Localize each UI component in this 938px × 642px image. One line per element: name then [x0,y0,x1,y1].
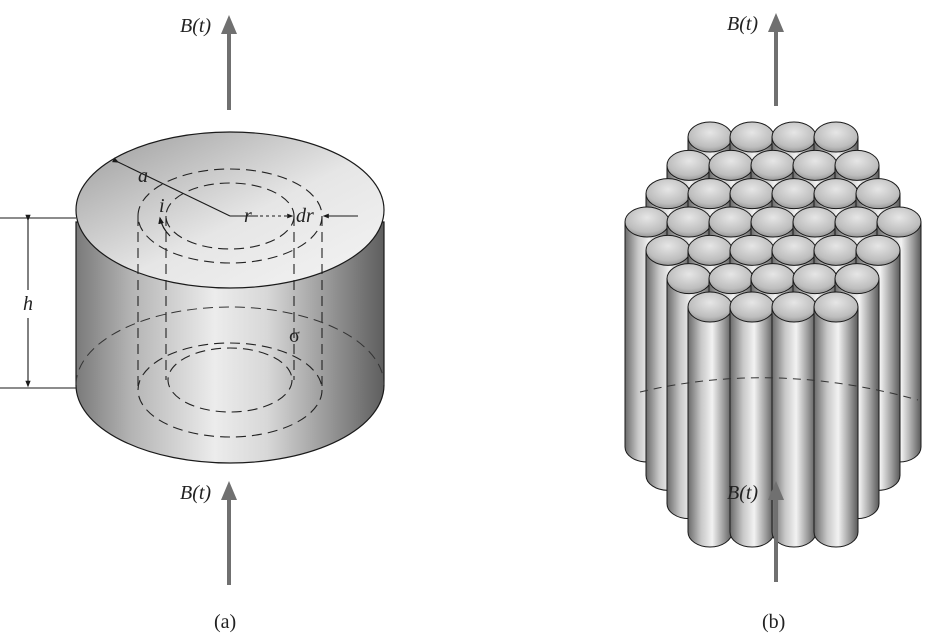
height-label: h [23,293,33,315]
rod [687,291,733,548]
current-label: i [159,195,165,217]
conductivity-label: σ [289,325,300,347]
ring-radius-label: r [244,205,252,227]
rod-bundle [624,121,922,548]
field-arrow-top-b [768,13,784,106]
field-arrow-bottom-b [768,481,784,582]
panel-a: B(t) a r dr i σ [0,15,385,633]
bundle-base-dashes [639,377,919,401]
ring-width-label: dr [296,205,314,227]
field-arrow-top-a [221,15,237,110]
rod [729,291,775,548]
field-arrow-bottom-a [221,481,237,585]
cylinder-top-face [75,131,385,289]
caption-a: (a) [214,611,236,633]
height-dimension [0,214,76,389]
field-label-top-a: B(t) [180,15,211,37]
current-shell [137,168,323,438]
field-label-top-b: B(t) [727,13,758,35]
cylinder-side [75,221,385,464]
caption-b: (b) [762,611,785,633]
rod [813,291,859,548]
current-arrow [158,216,171,237]
field-label-bottom-a: B(t) [180,482,211,504]
panel-b: B(t) B(t) (b) [624,13,922,633]
rod [771,291,817,548]
radius-label: a [138,165,148,187]
field-label-bottom-b: B(t) [727,482,758,504]
radius-line [112,157,231,217]
